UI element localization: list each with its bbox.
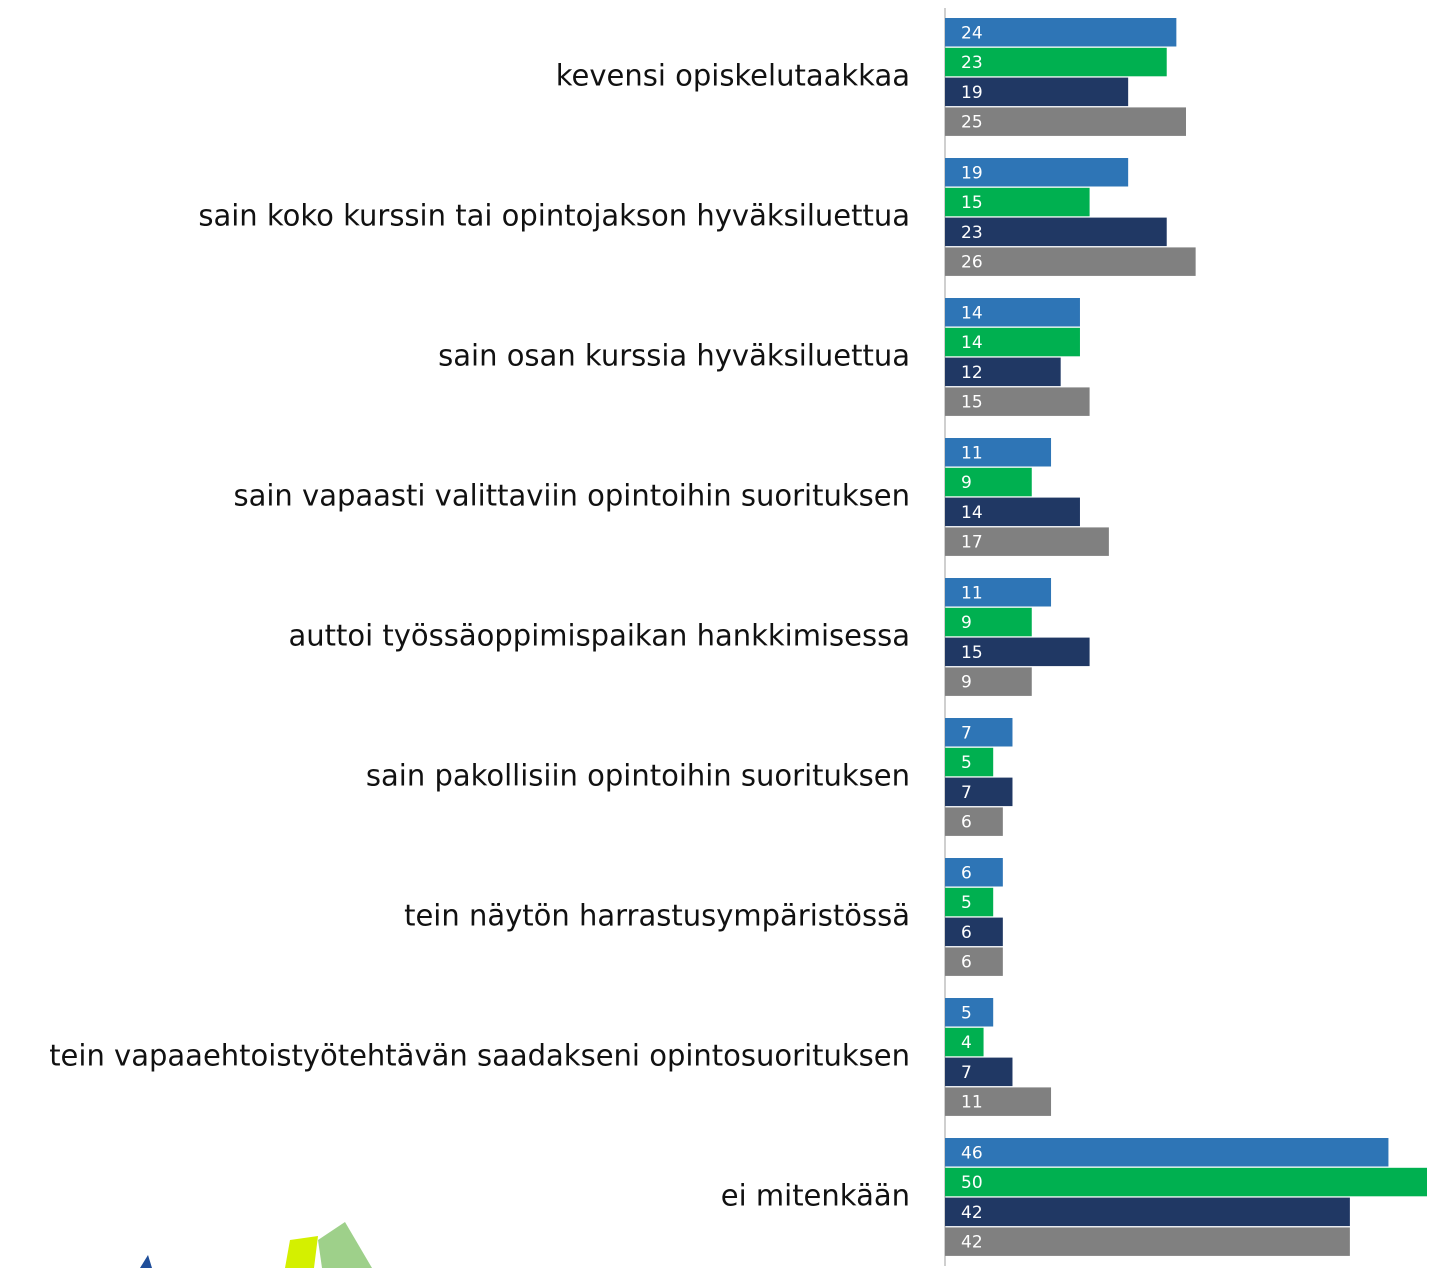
bar [945,158,1129,187]
value-label: 26 [961,253,983,273]
value-label: 9 [961,613,972,633]
bar [945,777,1013,807]
bar [945,747,994,777]
bar [945,718,1013,747]
bar [945,637,1090,667]
category-label: sain osan kurssia hyväksiluettua [438,339,910,373]
category-label: tein näytön harrastusympäristössä [404,899,910,933]
bar [945,298,1080,327]
value-label: 14 [961,503,983,523]
bar [945,467,1032,497]
value-label: 11 [961,1093,983,1113]
bar [945,1027,984,1057]
bar [945,187,1090,217]
bar [945,47,1167,77]
bar [945,667,1032,696]
bar [945,357,1061,387]
bar [945,438,1052,467]
bar [945,1057,1013,1087]
value-label: 9 [961,473,972,493]
bar [945,578,1052,607]
bar [945,327,1080,357]
category-label: ei mitenkään [721,1179,910,1213]
value-label: 7 [961,1063,972,1083]
bar [945,1167,1427,1197]
category-label: kevensi opiskelutaakkaa [556,59,910,93]
category-label: sain pakollisiin opintoihin suorituksen [366,759,910,793]
value-label: 19 [961,163,983,183]
value-label: 9 [961,673,972,693]
category-label: tein vapaaehtoistyötehtävän saadakseni o… [49,1039,910,1073]
value-label: 12 [961,363,983,383]
bar [945,527,1109,556]
logo [140,1222,372,1268]
value-label: 6 [961,863,972,883]
bar [945,807,1003,836]
value-label: 5 [961,753,972,773]
category-label: sain vapaasti valittaviin opintoihin suo… [234,479,911,513]
value-label: 25 [961,113,983,133]
value-label: 6 [961,923,972,943]
value-label: 14 [961,303,983,323]
value-label: 42 [961,1203,983,1223]
bar [945,217,1167,247]
value-label: 23 [961,53,983,73]
category-label: auttoi työssäoppimispaikan hankkimisessa [288,619,910,653]
value-label: 14 [961,333,983,353]
category-label: sain koko kurssin tai opintojakson hyväk… [198,199,910,233]
value-label: 4 [961,1033,972,1053]
value-label: 23 [961,223,983,243]
bar [945,77,1129,107]
bar [945,607,1032,637]
value-label: 42 [961,1233,983,1253]
bar [945,18,1177,47]
value-label: 15 [961,643,983,663]
bar [945,998,994,1027]
value-label: 11 [961,443,983,463]
bar [945,497,1080,527]
bar [945,107,1186,136]
value-label: 46 [961,1143,983,1163]
bar [945,247,1196,276]
value-label: 50 [961,1173,983,1193]
bar [945,1138,1389,1167]
value-label: 7 [961,783,972,803]
bar [945,858,1003,887]
bar [945,1087,1052,1116]
value-label: 6 [961,953,972,973]
value-label: 19 [961,83,983,103]
bar [945,947,1003,976]
value-label: 11 [961,583,983,603]
bar [945,1197,1350,1227]
bar [945,1227,1350,1256]
bar [945,917,1003,947]
bar [945,387,1090,416]
value-label: 15 [961,193,983,213]
value-label: 15 [961,393,983,413]
value-label: 5 [961,1003,972,1023]
value-label: 5 [961,893,972,913]
value-label: 17 [961,533,983,553]
value-label: 6 [961,813,972,833]
value-label: 24 [961,23,983,43]
bar [945,887,994,917]
value-label: 7 [961,723,972,743]
